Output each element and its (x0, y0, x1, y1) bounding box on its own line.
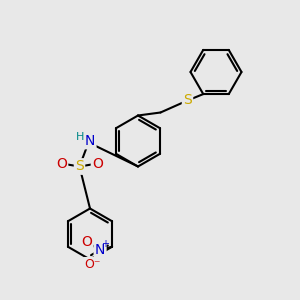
Text: N: N (85, 134, 95, 148)
Text: N: N (95, 243, 105, 257)
Text: O: O (56, 157, 67, 170)
Text: H: H (76, 132, 84, 142)
Text: +: + (101, 239, 110, 249)
Text: S: S (183, 94, 192, 107)
Text: S: S (75, 160, 84, 173)
Text: O⁻: O⁻ (84, 258, 101, 271)
Text: O: O (92, 157, 103, 170)
Text: O: O (81, 235, 92, 249)
